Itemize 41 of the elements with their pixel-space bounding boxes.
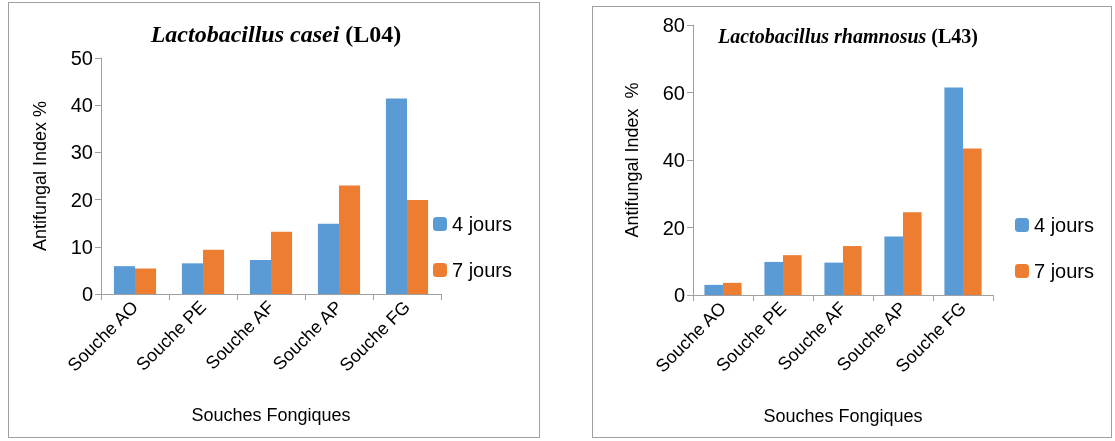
bar	[704, 284, 723, 295]
bar	[339, 185, 361, 294]
chart-title: Lactobacillus rhamnosus (L43)	[716, 25, 979, 48]
y-tick-label: 20	[662, 216, 685, 239]
x-axis-title: Souches Fongiques	[191, 405, 351, 425]
x-axis-title: Souches Fongiques	[763, 406, 923, 426]
legend-label: 7 jours	[451, 259, 512, 281]
y-tick-label: 50	[70, 47, 93, 69]
bar	[903, 212, 922, 295]
y-tick-label: 10	[70, 235, 93, 258]
bar	[764, 261, 783, 295]
bar	[407, 200, 429, 294]
bar	[824, 262, 843, 295]
chart-title: Lactobacillus casei (L04)	[149, 21, 402, 47]
legend-label: 4 jours	[451, 213, 512, 235]
bar	[135, 268, 157, 294]
bar	[317, 223, 339, 294]
y-axis-title: Antifungal Index %	[30, 100, 50, 252]
y-tick-label: 0	[81, 283, 93, 305]
bar	[113, 266, 135, 294]
legend-label: 7 jours	[1033, 260, 1094, 282]
bar	[843, 246, 862, 295]
y-axis-title: Antifungal Index %	[622, 82, 642, 238]
bar	[181, 263, 203, 294]
bar	[203, 249, 225, 294]
y-tick-label: 80	[662, 14, 685, 36]
bar	[723, 282, 742, 295]
y-tick-label: 0	[673, 284, 685, 306]
bar	[963, 148, 982, 295]
y-tick-label: 40	[662, 149, 685, 171]
bar	[249, 260, 271, 294]
bar	[271, 231, 293, 294]
bar	[944, 87, 963, 295]
y-tick-label: 30	[70, 141, 93, 164]
bar	[385, 98, 407, 294]
y-tick-label: 40	[70, 94, 93, 117]
y-tick-label: 60	[662, 81, 685, 104]
bar	[783, 255, 802, 295]
y-tick-label: 20	[70, 188, 93, 211]
legend-label: 4 jours	[1033, 214, 1094, 236]
bar	[884, 236, 903, 295]
